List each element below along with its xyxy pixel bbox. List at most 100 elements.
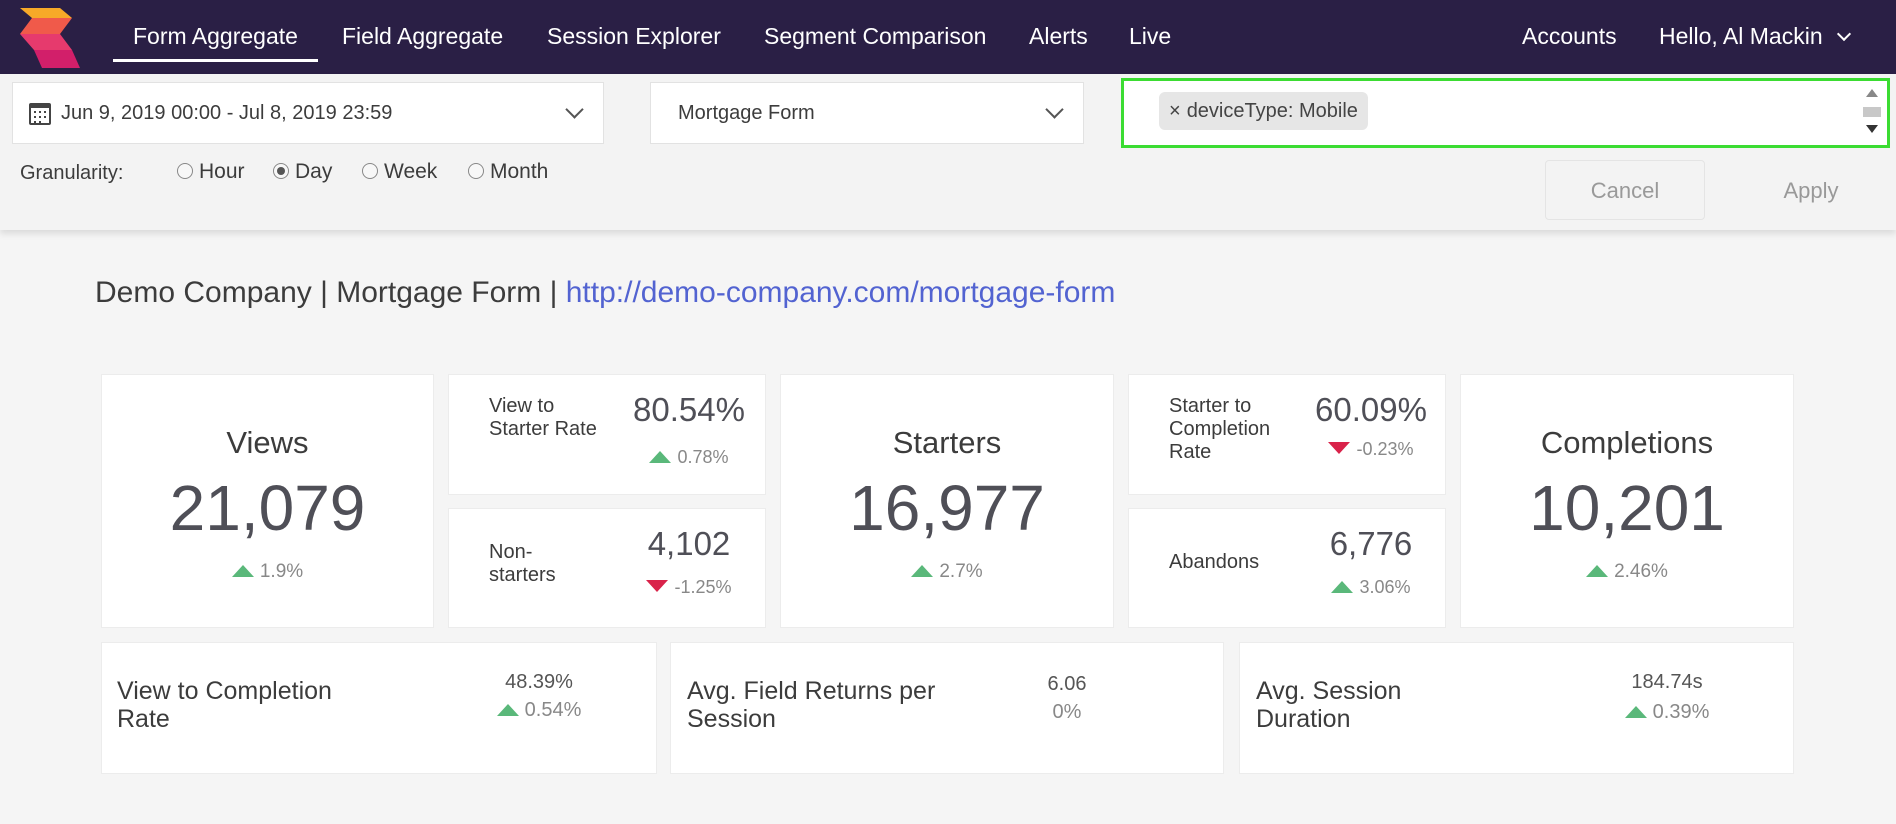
non-starters-delta: -1.25% <box>619 577 759 598</box>
chevron-down-icon <box>565 100 584 119</box>
form-url-link[interactable]: http://demo-company.com/mortgage-form <box>565 276 1116 309</box>
chip-label: deviceType: Mobile <box>1186 100 1358 122</box>
radio-circle-selected <box>273 163 289 179</box>
delta-value: 3.06% <box>1359 577 1411 597</box>
avg-field-returns-delta: 0% <box>1052 701 1082 723</box>
avg-field-returns-value: 6.06 <box>1047 673 1087 695</box>
trend-up-icon <box>911 565 934 577</box>
abandons-label: Abandons <box>1169 551 1260 573</box>
completions-value: 10,201 <box>1529 472 1725 544</box>
trend-up-icon <box>1331 581 1354 593</box>
radio-label: Day <box>295 160 333 183</box>
granularity-radio-hour[interactable]: Hour <box>177 160 245 184</box>
view-to-completion-card: View to Completion Rate 48.39% 0.54% <box>101 642 657 774</box>
trend-up-icon <box>1586 565 1609 577</box>
abandons-card: Abandons 6,776 3.06% <box>1128 508 1446 628</box>
avg-session-duration-label: Avg. Session Duration <box>1256 677 1402 733</box>
trend-up-icon <box>231 565 254 577</box>
cancel-button[interactable]: Cancel <box>1545 160 1705 220</box>
starter-to-completion-label: Starter to Completion Rate <box>1169 395 1271 463</box>
segment-filter-chip: × deviceType: Mobile <box>1159 92 1368 130</box>
nav-accounts-link[interactable]: Accounts <box>1522 23 1617 49</box>
views-value: 21,079 <box>169 472 366 544</box>
non-starters-label: Non-starters <box>489 541 556 586</box>
delta-value: -1.25% <box>674 577 732 597</box>
chip-remove-icon[interactable]: × <box>1169 100 1181 122</box>
calendar-icon <box>29 103 51 125</box>
radio-label: Hour <box>199 160 245 183</box>
view-to-completion-label: View to Completion Rate <box>117 677 332 733</box>
views-delta: 1.9% <box>102 561 433 583</box>
nav-tab-alerts[interactable]: Alerts <box>1029 23 1088 49</box>
page-title: Demo Company | Mortgage Form | http://de… <box>95 276 1115 310</box>
views-label: Views <box>226 425 309 460</box>
view-to-starter-card: View to Starter Rate 80.54% 0.78% <box>448 374 766 495</box>
granularity-radio-week[interactable]: Week <box>362 160 437 184</box>
avg-session-duration-card: Avg. Session Duration 184.74s 0.39% <box>1239 642 1794 774</box>
segment-scrollbar[interactable] <box>1863 87 1881 141</box>
view-to-completion-delta: 0.54% <box>469 699 609 722</box>
delta-value: 0.39% <box>1652 701 1710 723</box>
form-select-value: Mortgage Form <box>678 102 815 124</box>
view-to-starter-delta: 0.78% <box>619 447 759 468</box>
radio-label: Month <box>490 160 549 183</box>
view-to-starter-value: 80.54% <box>633 391 745 428</box>
trend-down-icon <box>646 580 669 592</box>
non-starters-card: Non-starters 4,102 -1.25% <box>448 508 766 628</box>
view-to-starter-label: View to Starter Rate <box>489 395 597 440</box>
segment-filter-input[interactable]: × deviceType: Mobile <box>1121 78 1890 148</box>
abandons-delta: 3.06% <box>1296 577 1446 598</box>
starters-delta: 2.7% <box>781 561 1113 583</box>
avg-field-returns-label: Avg. Field Returns per Session <box>687 677 936 733</box>
trend-up-icon <box>1624 706 1647 718</box>
nav-tab-segment-comparison[interactable]: Segment Comparison <box>764 23 987 49</box>
starters-value: 16,977 <box>849 472 1045 544</box>
granularity-label: Granularity: <box>20 162 124 184</box>
starter-to-completion-delta: -0.23% <box>1296 439 1446 460</box>
delta-value: 2.46% <box>1614 561 1668 582</box>
trend-down-icon <box>1328 442 1351 454</box>
nav-tab-session-explorer[interactable]: Session Explorer <box>547 23 721 49</box>
starters-card: Starters 16,977 2.7% <box>780 374 1114 628</box>
user-greeting: Hello, Al Mackin <box>1659 23 1823 49</box>
delta-value: -0.23% <box>1356 439 1414 459</box>
granularity-radio-day[interactable]: Day <box>273 160 332 184</box>
delta-value: 0.54% <box>524 699 582 721</box>
delta-value: 0.78% <box>677 447 729 467</box>
radio-circle <box>362 163 378 179</box>
avg-field-returns-card: Avg. Field Returns per Session 6.06 0% <box>670 642 1224 774</box>
starter-to-completion-value: 60.09% <box>1315 391 1427 428</box>
nav-tab-live[interactable]: Live <box>1129 23 1172 49</box>
delta-value: 1.9% <box>259 561 304 582</box>
trend-up-icon <box>649 451 672 463</box>
starter-to-completion-card: Starter to Completion Rate 60.09% -0.23% <box>1128 374 1446 495</box>
granularity-radio-month[interactable]: Month <box>468 160 548 184</box>
user-menu[interactable]: Hello, Al Mackin <box>1659 0 1851 74</box>
delta-value: 2.7% <box>939 561 983 582</box>
top-navigation-bar: Form Aggregate Field Aggregate Session E… <box>0 0 1896 74</box>
chevron-down-icon <box>1045 100 1064 119</box>
nav-tab-form-aggregate[interactable]: Form Aggregate <box>113 0 318 74</box>
date-range-picker[interactable]: Jun 9, 2019 00:00 - Jul 8, 2019 23:59 <box>12 82 604 144</box>
chevron-down-icon <box>1836 26 1851 42</box>
scroll-thumb[interactable] <box>1863 107 1881 117</box>
completions-label: Completions <box>1540 425 1714 460</box>
avg-session-duration-value: 184.74s <box>1631 671 1703 693</box>
zuko-logo-icon[interactable] <box>20 8 80 68</box>
radio-circle <box>468 163 484 179</box>
form-select[interactable]: Mortgage Form <box>650 82 1084 144</box>
non-starters-value: 4,102 <box>647 525 731 562</box>
trend-up-icon <box>496 704 519 716</box>
apply-button[interactable]: Apply <box>1736 160 1886 220</box>
avg-session-duration-delta: 0.39% <box>1597 701 1737 724</box>
date-range-value: Jun 9, 2019 00:00 - Jul 8, 2019 23:59 <box>61 102 393 124</box>
scroll-up-arrow-icon[interactable] <box>1866 89 1878 97</box>
filter-panel: Jun 9, 2019 00:00 - Jul 8, 2019 23:59 Mo… <box>0 74 1896 230</box>
radio-label: Week <box>384 160 438 183</box>
scroll-down-arrow-icon[interactable] <box>1866 125 1878 133</box>
nav-tab-field-aggregate[interactable]: Field Aggregate <box>342 23 504 49</box>
starters-label: Starters <box>892 425 1002 460</box>
abandons-value: 6,776 <box>1329 525 1413 562</box>
completions-card: Completions 10,201 2.46% <box>1460 374 1794 628</box>
radio-circle <box>177 163 193 179</box>
